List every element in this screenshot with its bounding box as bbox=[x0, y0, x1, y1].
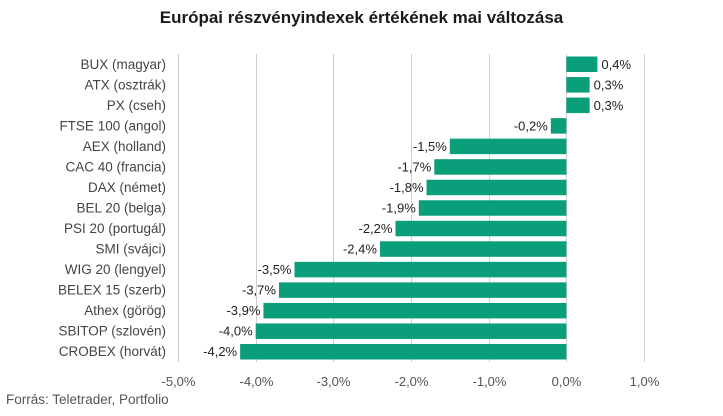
x-tick-label: 0,0% bbox=[552, 374, 582, 389]
x-tick-label: 1,0% bbox=[630, 374, 660, 389]
bar bbox=[255, 323, 567, 339]
labels: -5,0% -4,0% -3,0% -2,0% -1,0% 0,0% 1,0% BUX (ma… bbox=[58, 57, 660, 389]
value-label: -3,7% bbox=[242, 283, 276, 298]
value-label: -3,5% bbox=[258, 262, 292, 277]
category-label: FTSE 100 (angol) bbox=[59, 118, 166, 133]
category-label: BEL 20 (belga) bbox=[76, 201, 166, 216]
category-label: ATX (osztrák) bbox=[84, 77, 166, 92]
bar bbox=[449, 138, 567, 155]
bar bbox=[263, 302, 567, 319]
value-label: -4,2% bbox=[203, 344, 237, 359]
bar bbox=[395, 220, 567, 237]
x-tick-label: -1,0% bbox=[473, 374, 507, 389]
category-label: BUX (magyar) bbox=[80, 57, 166, 72]
category-label: WIG 20 (lengyel) bbox=[65, 262, 166, 277]
value-label: -4,0% bbox=[219, 324, 253, 339]
bar bbox=[550, 118, 567, 134]
bar bbox=[240, 343, 567, 360]
value-label: -3,9% bbox=[226, 303, 260, 318]
category-label: DAX (német) bbox=[88, 180, 166, 195]
x-tick-label: -4,0% bbox=[240, 374, 274, 389]
value-label: -1,9% bbox=[382, 201, 416, 216]
category-label: CAC 40 (francia) bbox=[65, 159, 166, 174]
bar bbox=[294, 261, 567, 278]
bar bbox=[566, 97, 590, 114]
bar bbox=[426, 179, 567, 196]
value-label: -2,4% bbox=[343, 242, 377, 257]
value-label: -1,7% bbox=[397, 159, 431, 174]
value-label: 0,3% bbox=[594, 98, 624, 113]
value-label: 0,3% bbox=[594, 77, 624, 92]
chart-title: Európai részvényindexek értékének mai vá… bbox=[159, 8, 564, 27]
bar bbox=[434, 159, 567, 175]
category-label: Athex (görög) bbox=[84, 303, 166, 318]
category-label: PSI 20 (portugál) bbox=[64, 221, 166, 236]
bars bbox=[240, 56, 598, 360]
x-tick-label: -2,0% bbox=[395, 374, 429, 389]
bar bbox=[379, 241, 567, 257]
value-label: -0,2% bbox=[514, 118, 548, 133]
x-tick-label: -5,0% bbox=[162, 374, 196, 389]
bar bbox=[278, 282, 567, 298]
category-label: AEX (holland) bbox=[83, 139, 166, 154]
bar bbox=[418, 200, 567, 216]
value-label: -2,2% bbox=[358, 221, 392, 236]
category-label: BELEX 15 (szerb) bbox=[58, 283, 166, 298]
value-label: -1,8% bbox=[390, 180, 424, 195]
value-label: 0,4% bbox=[601, 57, 631, 72]
value-label: -1,5% bbox=[413, 139, 447, 154]
bar bbox=[566, 56, 598, 73]
x-tick-label: -3,0% bbox=[317, 374, 351, 389]
category-label: CROBEX (horvát) bbox=[59, 344, 166, 359]
category-label: SBITOP (szlovén) bbox=[58, 324, 166, 339]
category-label: SMI (svájci) bbox=[96, 242, 167, 257]
chart-source: Forrás: Teletrader, Portfolio bbox=[6, 392, 169, 407]
category-label: PX (cseh) bbox=[107, 98, 166, 113]
bar bbox=[566, 77, 590, 93]
